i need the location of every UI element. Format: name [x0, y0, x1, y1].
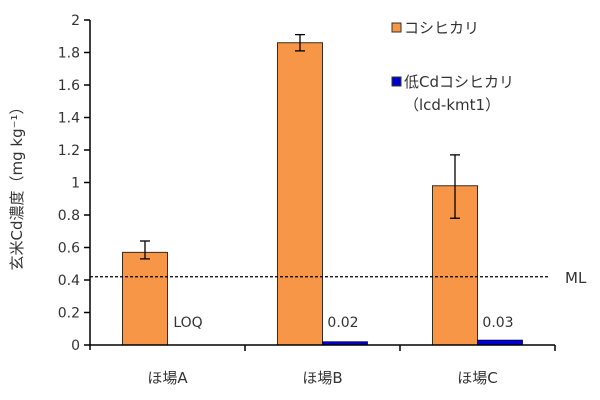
legend-label-low-cd-sub: （lcd-kmt1）	[404, 96, 500, 114]
y-tick-label: 0.8	[58, 208, 80, 224]
data-label: LOQ	[173, 315, 202, 331]
x-axis: ほ場A ほ場B ほ場C	[90, 344, 556, 387]
y-tick-label: 1.4	[58, 111, 80, 127]
x-category-label: ほ場C	[457, 369, 497, 387]
x-category-label: ほ場B	[302, 369, 342, 387]
y-tick-label: 0.4	[58, 273, 80, 289]
bars: LOQ 0.02 0.03	[122, 33, 523, 346]
y-tick-label: 2	[71, 13, 80, 29]
y-tick-label: 1.6	[58, 78, 80, 94]
y-tick-label: 0.6	[58, 241, 80, 257]
bar-koshihikari	[277, 42, 323, 346]
bar-koshihikari	[122, 251, 168, 346]
legend-label-koshihikari: コシヒカリ	[404, 19, 479, 37]
x-category-label: ほ場A	[147, 369, 188, 387]
y-tick-label: 0	[71, 338, 80, 354]
legend-label-low-cd: 低Cdコシヒカリ	[404, 73, 514, 91]
y-tick-label: 1.8	[58, 46, 80, 62]
y-axis: 0 0.2 0.4 0.6 0.8 1 1.2 1.4 1.6 1.8 2	[58, 13, 91, 354]
legend-swatch-low-cd	[391, 76, 402, 87]
data-label: 0.02	[327, 315, 358, 331]
y-tick-label: 0.2	[58, 306, 80, 322]
ml-label: ML	[565, 269, 587, 287]
data-label: 0.03	[482, 315, 513, 331]
legend-swatch-koshihikari	[391, 22, 402, 33]
y-tick-label: 1	[71, 176, 80, 192]
ml-reference-line: ML	[90, 269, 587, 287]
y-tick-label: 1.2	[58, 143, 80, 159]
y-axis-label: 玄米Cd濃度（mg kg⁻¹）	[8, 99, 26, 270]
